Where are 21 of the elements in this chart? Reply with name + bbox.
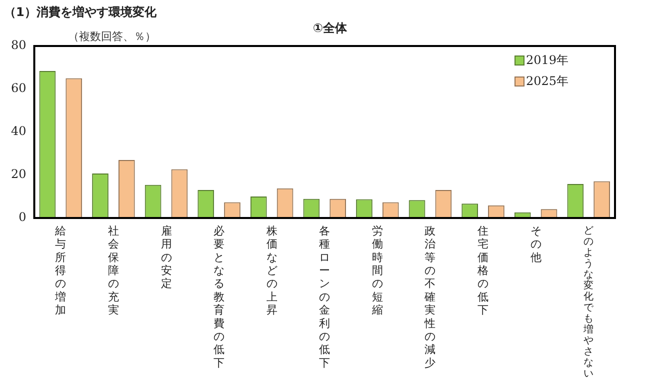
- x-tick-label: 株価などの上昇: [265, 224, 278, 317]
- category-label: 各種ローンの金利の低下: [319, 224, 330, 370]
- x-tick-label: 雇用の安定: [160, 224, 172, 290]
- y-tick-label: 60: [10, 81, 26, 96]
- y-tick-label: 40: [10, 124, 26, 138]
- y-tick-label: 80: [10, 38, 26, 52]
- category-label: どのような変化でも増やさない: [584, 226, 594, 380]
- x-tick-label: 住宅価格の低下: [476, 224, 489, 317]
- legend-label: 2019年: [526, 53, 569, 68]
- chart-title: （1）消費を増やす環境変化: [4, 4, 156, 21]
- category-label: 必要となる教育費の低下: [214, 224, 225, 370]
- x-tick-label: 社会保障の充実: [108, 224, 119, 317]
- x-tick-label: 給与所得の増加: [54, 224, 66, 317]
- y-axis-title: （複数回答、％）: [68, 29, 156, 44]
- x-tick-label: その他: [530, 224, 542, 264]
- y-tick-label: 20: [10, 167, 26, 182]
- category-label: 政治等の不確実性の減少: [424, 224, 436, 370]
- legend-label: 2025年: [526, 74, 569, 88]
- x-tick-label: 労働時間の短縮: [370, 224, 383, 317]
- chart-subtitle: ①全体: [312, 21, 348, 35]
- y-tick-label: 0: [18, 210, 26, 224]
